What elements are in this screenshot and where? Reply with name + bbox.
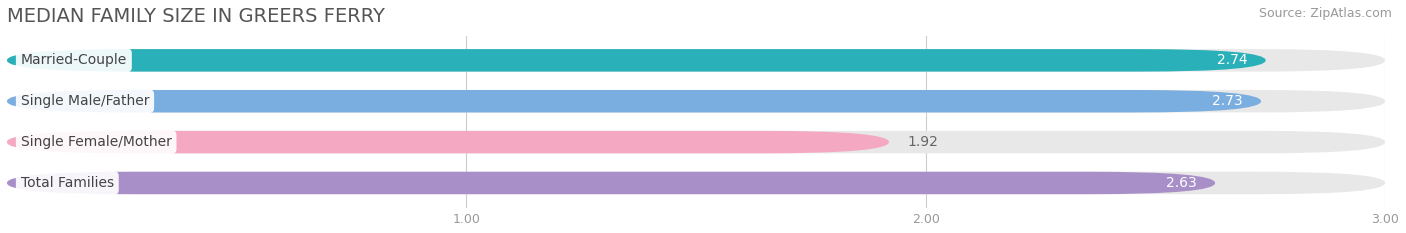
- Text: Single Female/Mother: Single Female/Mother: [21, 135, 172, 149]
- Text: 2.73: 2.73: [1212, 94, 1243, 108]
- Text: Total Families: Total Families: [21, 176, 114, 190]
- FancyBboxPatch shape: [7, 131, 889, 153]
- FancyBboxPatch shape: [7, 90, 1261, 113]
- Text: 2.74: 2.74: [1216, 53, 1247, 67]
- FancyBboxPatch shape: [7, 131, 1385, 153]
- Text: 1.92: 1.92: [907, 135, 938, 149]
- FancyBboxPatch shape: [7, 172, 1215, 194]
- Text: Single Male/Father: Single Male/Father: [21, 94, 149, 108]
- FancyBboxPatch shape: [7, 172, 1385, 194]
- Text: 2.63: 2.63: [1166, 176, 1197, 190]
- Text: Married-Couple: Married-Couple: [21, 53, 127, 67]
- FancyBboxPatch shape: [7, 49, 1265, 72]
- Text: Source: ZipAtlas.com: Source: ZipAtlas.com: [1258, 7, 1392, 20]
- Text: MEDIAN FAMILY SIZE IN GREERS FERRY: MEDIAN FAMILY SIZE IN GREERS FERRY: [7, 7, 385, 26]
- FancyBboxPatch shape: [7, 49, 1385, 72]
- FancyBboxPatch shape: [7, 90, 1385, 113]
